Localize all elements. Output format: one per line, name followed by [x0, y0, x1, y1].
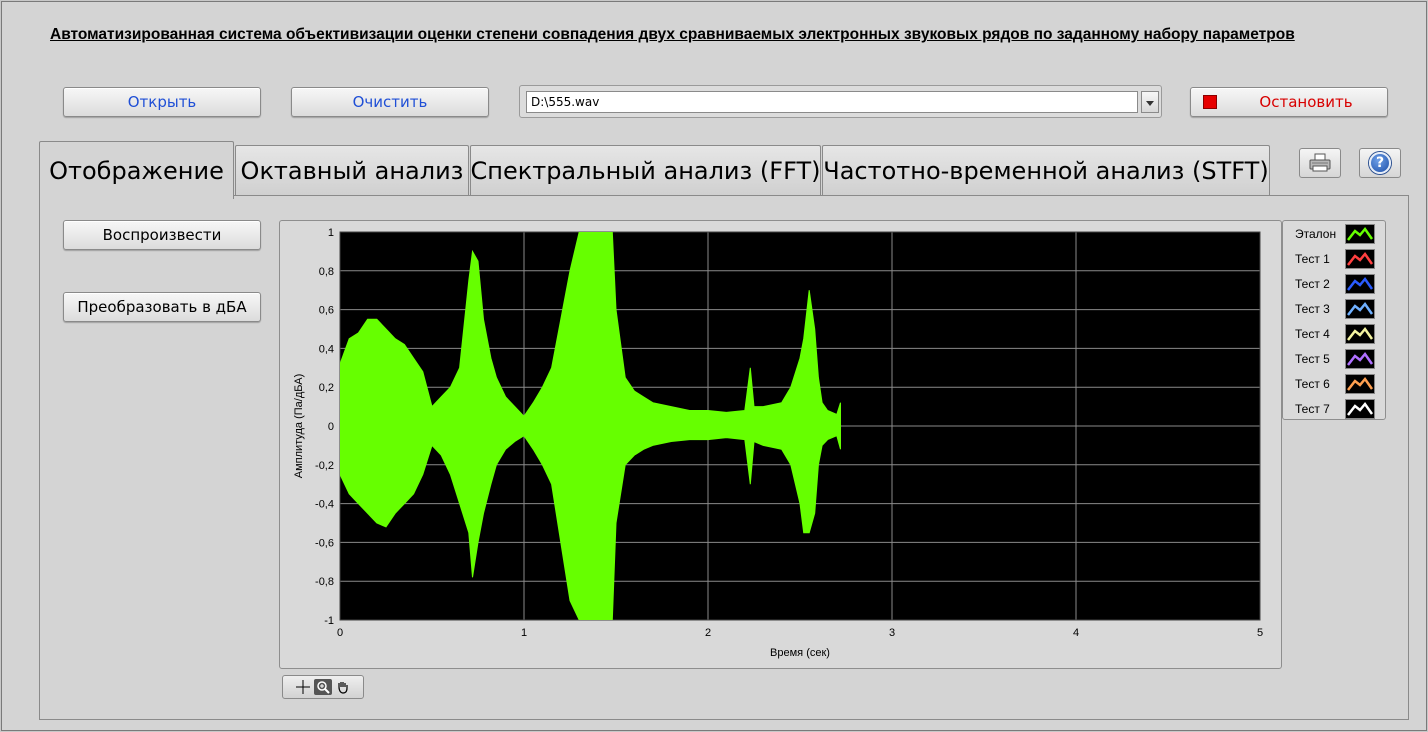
- y-axis-label: Амплитуда (Па/дБА): [293, 374, 305, 478]
- waveform-series: [340, 232, 841, 620]
- legend-label: Тест 1: [1295, 252, 1330, 266]
- legend-item[interactable]: Тест 4: [1283, 322, 1387, 347]
- tab-fft-analysis[interactable]: Спектральный анализ (FFT): [470, 145, 821, 195]
- y-tick-label: 0,2: [319, 382, 334, 394]
- y-tick-label: -0,4: [315, 499, 334, 511]
- x-tick-label: 1: [521, 627, 527, 639]
- clear-button[interactable]: Очистить: [291, 87, 489, 117]
- legend-label: Тест 7: [1295, 402, 1330, 416]
- y-tick-label: 0,6: [319, 305, 334, 317]
- y-tick-label: 1: [328, 227, 334, 239]
- help-button[interactable]: ?: [1359, 148, 1401, 178]
- legend-swatch: [1345, 249, 1375, 269]
- file-browse-button[interactable]: [1141, 91, 1159, 113]
- legend-item[interactable]: Эталон: [1283, 222, 1387, 247]
- y-tick-label: 0,4: [319, 343, 334, 355]
- pan-hand-icon[interactable]: [334, 679, 352, 695]
- legend-swatch: [1345, 374, 1375, 394]
- legend-swatch: [1345, 224, 1375, 244]
- legend-label: Тест 2: [1295, 277, 1330, 291]
- legend-item[interactable]: Тест 5: [1283, 347, 1387, 372]
- legend-item[interactable]: Тест 1: [1283, 247, 1387, 272]
- legend-swatch: [1345, 399, 1375, 419]
- tab-octave-analysis[interactable]: Октавный анализ: [235, 145, 469, 195]
- file-path-input[interactable]: D:\555.wav: [526, 91, 1138, 113]
- page-title: Автоматизированная система объективизаци…: [50, 26, 1295, 43]
- y-tick-label: -0,6: [315, 537, 334, 549]
- legend-swatch: [1345, 324, 1375, 344]
- help-icon: ?: [1369, 152, 1391, 174]
- tab-display[interactable]: Отображение: [39, 141, 234, 199]
- y-tick-label: -0,8: [315, 576, 334, 588]
- x-tick-label: 5: [1257, 627, 1263, 639]
- legend-label: Тест 6: [1295, 377, 1330, 391]
- file-path-control: D:\555.wav: [519, 85, 1162, 118]
- convert-dba-button[interactable]: Преобразовать в дБА: [63, 292, 261, 322]
- waveform-graph: 0 1 2 3 4 5 1 0,8 0,6 0,4 0,2 0 -0,2 -0,4 -0,6 -0,8 -1 Вр…: [279, 220, 1282, 669]
- graph-tools-palette: [282, 675, 364, 699]
- legend-label: Тест 5: [1295, 352, 1330, 366]
- play-button[interactable]: Воспроизвести: [63, 220, 261, 250]
- legend-item[interactable]: Тест 7: [1283, 397, 1387, 422]
- y-tick-label: -0,2: [315, 460, 334, 472]
- legend-item[interactable]: Тест 3: [1283, 297, 1387, 322]
- y-tick-label: -1: [324, 615, 334, 627]
- legend-swatch: [1345, 349, 1375, 369]
- tab-stft-analysis[interactable]: Частотно-временной анализ (STFT): [822, 145, 1270, 195]
- cursor-tool-icon[interactable]: [294, 679, 312, 695]
- stop-button[interactable]: Остановить: [1190, 87, 1388, 117]
- x-tick-label: 0: [337, 627, 343, 639]
- open-button[interactable]: Открыть: [63, 87, 261, 117]
- x-tick-label: 2: [705, 627, 711, 639]
- waveform-chart[interactable]: 0 1 2 3 4 5 1 0,8 0,6 0,4 0,2 0 -0,2 -0,4 -0,6 -0,8 -1 Вр…: [280, 221, 1281, 668]
- y-tick-label: 0,8: [319, 266, 334, 278]
- x-axis-label: Время (сек): [770, 647, 830, 659]
- printer-icon: [1309, 153, 1331, 172]
- legend-label: Тест 3: [1295, 302, 1330, 316]
- legend-label: Эталон: [1295, 227, 1337, 241]
- legend-swatch: [1345, 274, 1375, 294]
- print-button[interactable]: [1299, 148, 1341, 178]
- zoom-tool-icon[interactable]: [314, 679, 332, 695]
- x-tick-label: 4: [1073, 627, 1079, 639]
- legend-item[interactable]: Тест 2: [1283, 272, 1387, 297]
- y-tick-label: 0: [328, 421, 334, 433]
- plot-legend: Эталон Тест 1 Тест 2 Тест 3 Тест 4 Тест 5 Тест…: [1282, 220, 1386, 420]
- legend-item[interactable]: Тест 6: [1283, 372, 1387, 397]
- x-tick-label: 3: [889, 627, 895, 639]
- chevron-down-icon: [1146, 100, 1154, 106]
- stop-button-label: Остановить: [1259, 93, 1353, 111]
- legend-label: Тест 4: [1295, 327, 1330, 341]
- stop-icon: [1203, 95, 1217, 109]
- legend-swatch: [1345, 299, 1375, 319]
